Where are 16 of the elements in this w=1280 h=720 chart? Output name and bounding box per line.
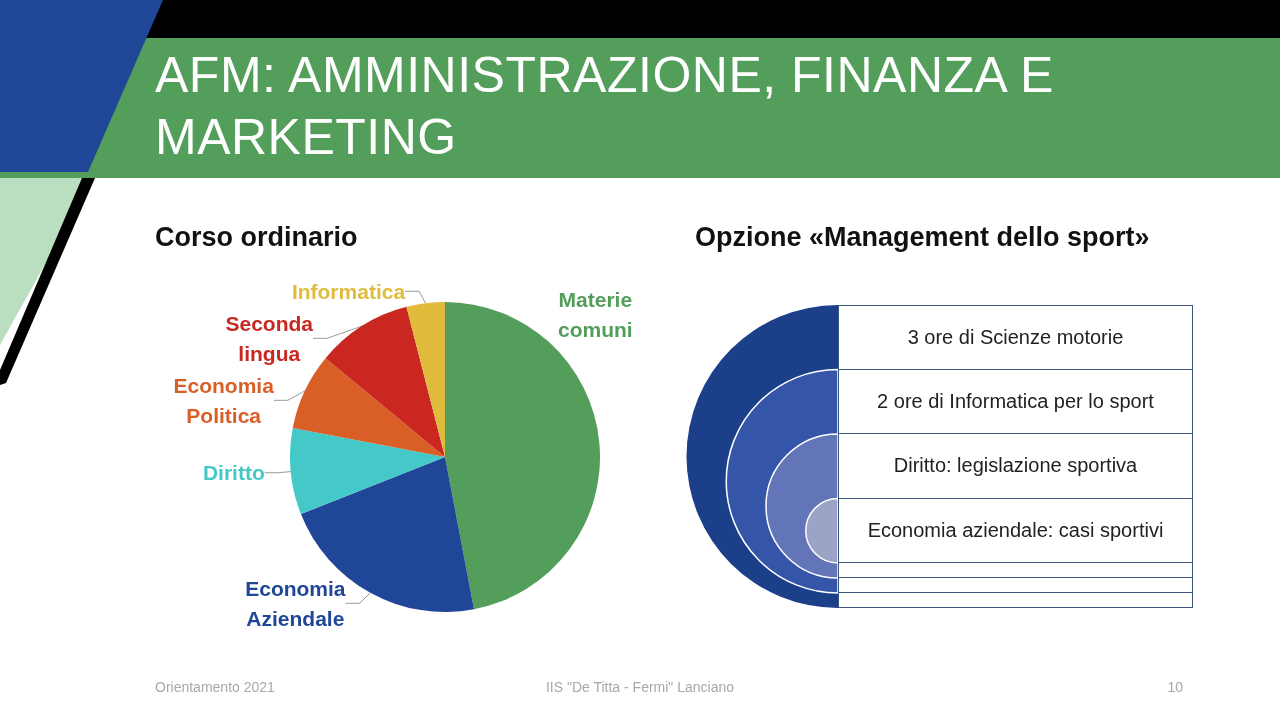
text: 2 ore di Informatica per lo sport	[877, 389, 1154, 413]
text: Economia aziendale: casi sportivi	[867, 518, 1164, 542]
text: AFM: AMMINISTRAZIONE, FINANZA E MARKETING	[155, 46, 1055, 167]
text: Diritto: legislazione sportiva	[893, 454, 1138, 478]
text: 3 ore di Scienze motorie	[907, 325, 1124, 349]
slice-label: Informatica	[291, 279, 406, 303]
text: 10	[1167, 679, 1183, 695]
slice-label: Diritto	[202, 461, 265, 485]
text: Opzione «Management dello sport»	[695, 222, 1150, 253]
text: Orientamento 2021	[155, 679, 275, 695]
slice-label: Seconda lingua	[225, 311, 314, 365]
text: IIS "De Titta - Fermi" Lanciano	[544, 679, 736, 695]
chart-title: Corso ordinario	[155, 222, 358, 253]
slice-label: Materie comuni	[558, 287, 633, 341]
slice-label: Economia Aziendale	[245, 576, 346, 630]
slice-label: Economia Politica	[173, 373, 275, 427]
